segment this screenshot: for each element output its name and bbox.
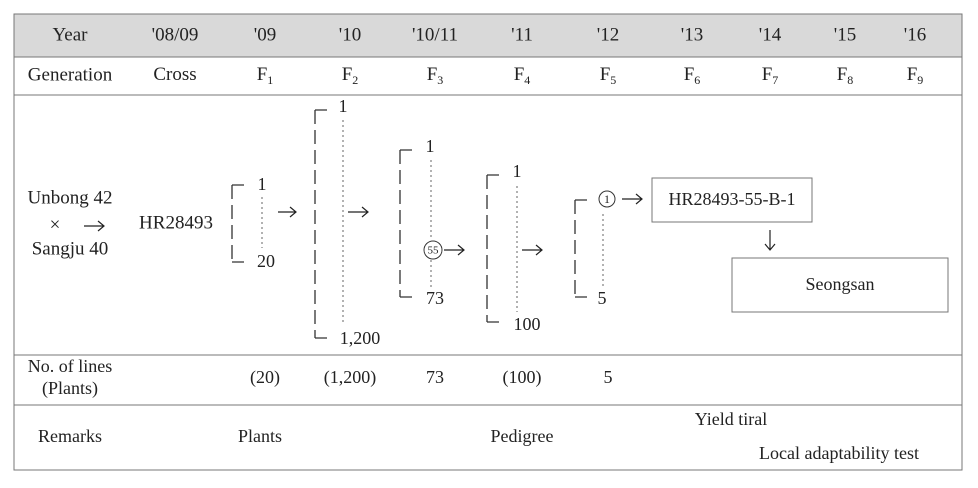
bracket-top: 1: [339, 96, 348, 116]
line-box: [651, 177, 813, 223]
cross-name: HR28493: [139, 212, 213, 233]
generation-sub: 8: [847, 73, 853, 87]
generation-text: F: [907, 64, 918, 85]
lines-value: (100): [503, 367, 542, 388]
bracket: [400, 149, 412, 298]
variety-box: [731, 257, 949, 313]
bracket-bottom: 1,200: [340, 328, 381, 348]
remark: Yield tiral: [695, 409, 767, 429]
year: '13: [681, 24, 703, 45]
generation-text: F: [257, 64, 268, 85]
generation: F1: [257, 64, 274, 86]
parent: Sangju 40: [32, 238, 109, 259]
generation-sub: 3: [437, 73, 443, 87]
header-bg: [14, 14, 962, 57]
selected: 55: [428, 245, 440, 257]
year: '10: [339, 24, 361, 45]
generation-text: F: [684, 64, 695, 85]
generation-text: Cross: [153, 64, 196, 85]
frame: [13, 13, 963, 471]
bracket-bottom: 73: [426, 288, 444, 308]
year: '12: [597, 24, 619, 45]
generation-text: F: [600, 64, 611, 85]
generation-text: F: [762, 64, 773, 85]
lines-label: No. of lines: [28, 356, 113, 376]
arrow: [522, 244, 543, 256]
bracket-top: 1: [513, 161, 522, 181]
generation: F9: [907, 64, 924, 86]
generation-sub: 5: [610, 73, 616, 87]
generation-sub: 6: [694, 73, 700, 87]
bracket-top: 1: [258, 174, 267, 194]
generation-label: Generation: [28, 64, 113, 85]
bracket: [487, 174, 499, 323]
remark: Pedigree: [491, 426, 554, 446]
circle: [423, 240, 443, 260]
lines-label: (Plants): [42, 378, 98, 399]
generation-text: F: [514, 64, 525, 85]
generation: F7: [762, 64, 779, 86]
remark: Plants: [238, 426, 282, 446]
year: '09: [254, 24, 276, 45]
remark: Local adaptability test: [759, 443, 919, 463]
bracket-top: 1: [426, 136, 435, 156]
year: '08/09: [152, 24, 199, 45]
year: '11: [511, 24, 533, 45]
arrow: [444, 244, 465, 256]
generation: F6: [684, 64, 701, 86]
selected: 1: [604, 192, 610, 206]
cross-sign: ×: [50, 214, 61, 235]
generation-sub: 9: [917, 73, 923, 87]
lines-value: (20): [250, 367, 280, 388]
bracket: [575, 199, 587, 298]
bracket-bottom: 20: [257, 251, 275, 271]
circle: [598, 190, 616, 208]
arrow: [622, 193, 643, 205]
bracket: [232, 184, 244, 263]
arrow: [348, 206, 369, 218]
generation: F5: [600, 64, 617, 86]
lines-value: 73: [426, 367, 444, 387]
variety: Seongsan: [806, 274, 875, 294]
generation-sub: 1: [267, 73, 273, 87]
year: '14: [759, 24, 782, 45]
arrow: [84, 220, 105, 232]
year-label: Year: [52, 24, 88, 45]
year: '16: [904, 24, 926, 45]
generation-sub: 7: [772, 73, 778, 87]
year: '15: [834, 24, 856, 45]
generation: F3: [427, 64, 444, 86]
generation: F8: [837, 64, 854, 86]
generation-sub: 4: [524, 73, 530, 87]
lines-value: 5: [604, 367, 613, 387]
generation: F4: [514, 64, 531, 86]
generation-text: F: [837, 64, 848, 85]
generation-sub: 2: [352, 73, 358, 87]
generation-text: F: [342, 64, 353, 85]
year: '10/11: [412, 24, 458, 45]
arrow: [278, 206, 297, 218]
lines-value: (1,200): [324, 367, 377, 388]
bracket-bottom: 5: [598, 288, 607, 308]
parent: Unbong 42: [28, 187, 113, 208]
line-name: HR28493-55-B-1: [669, 189, 796, 209]
generation: Cross: [153, 64, 196, 85]
generation-text: F: [427, 64, 438, 85]
generation: F2: [342, 64, 359, 86]
bracket: [315, 109, 327, 339]
arrow: [764, 230, 776, 251]
remarks-label: Remarks: [38, 426, 102, 446]
bracket-bottom: 100: [514, 314, 541, 334]
